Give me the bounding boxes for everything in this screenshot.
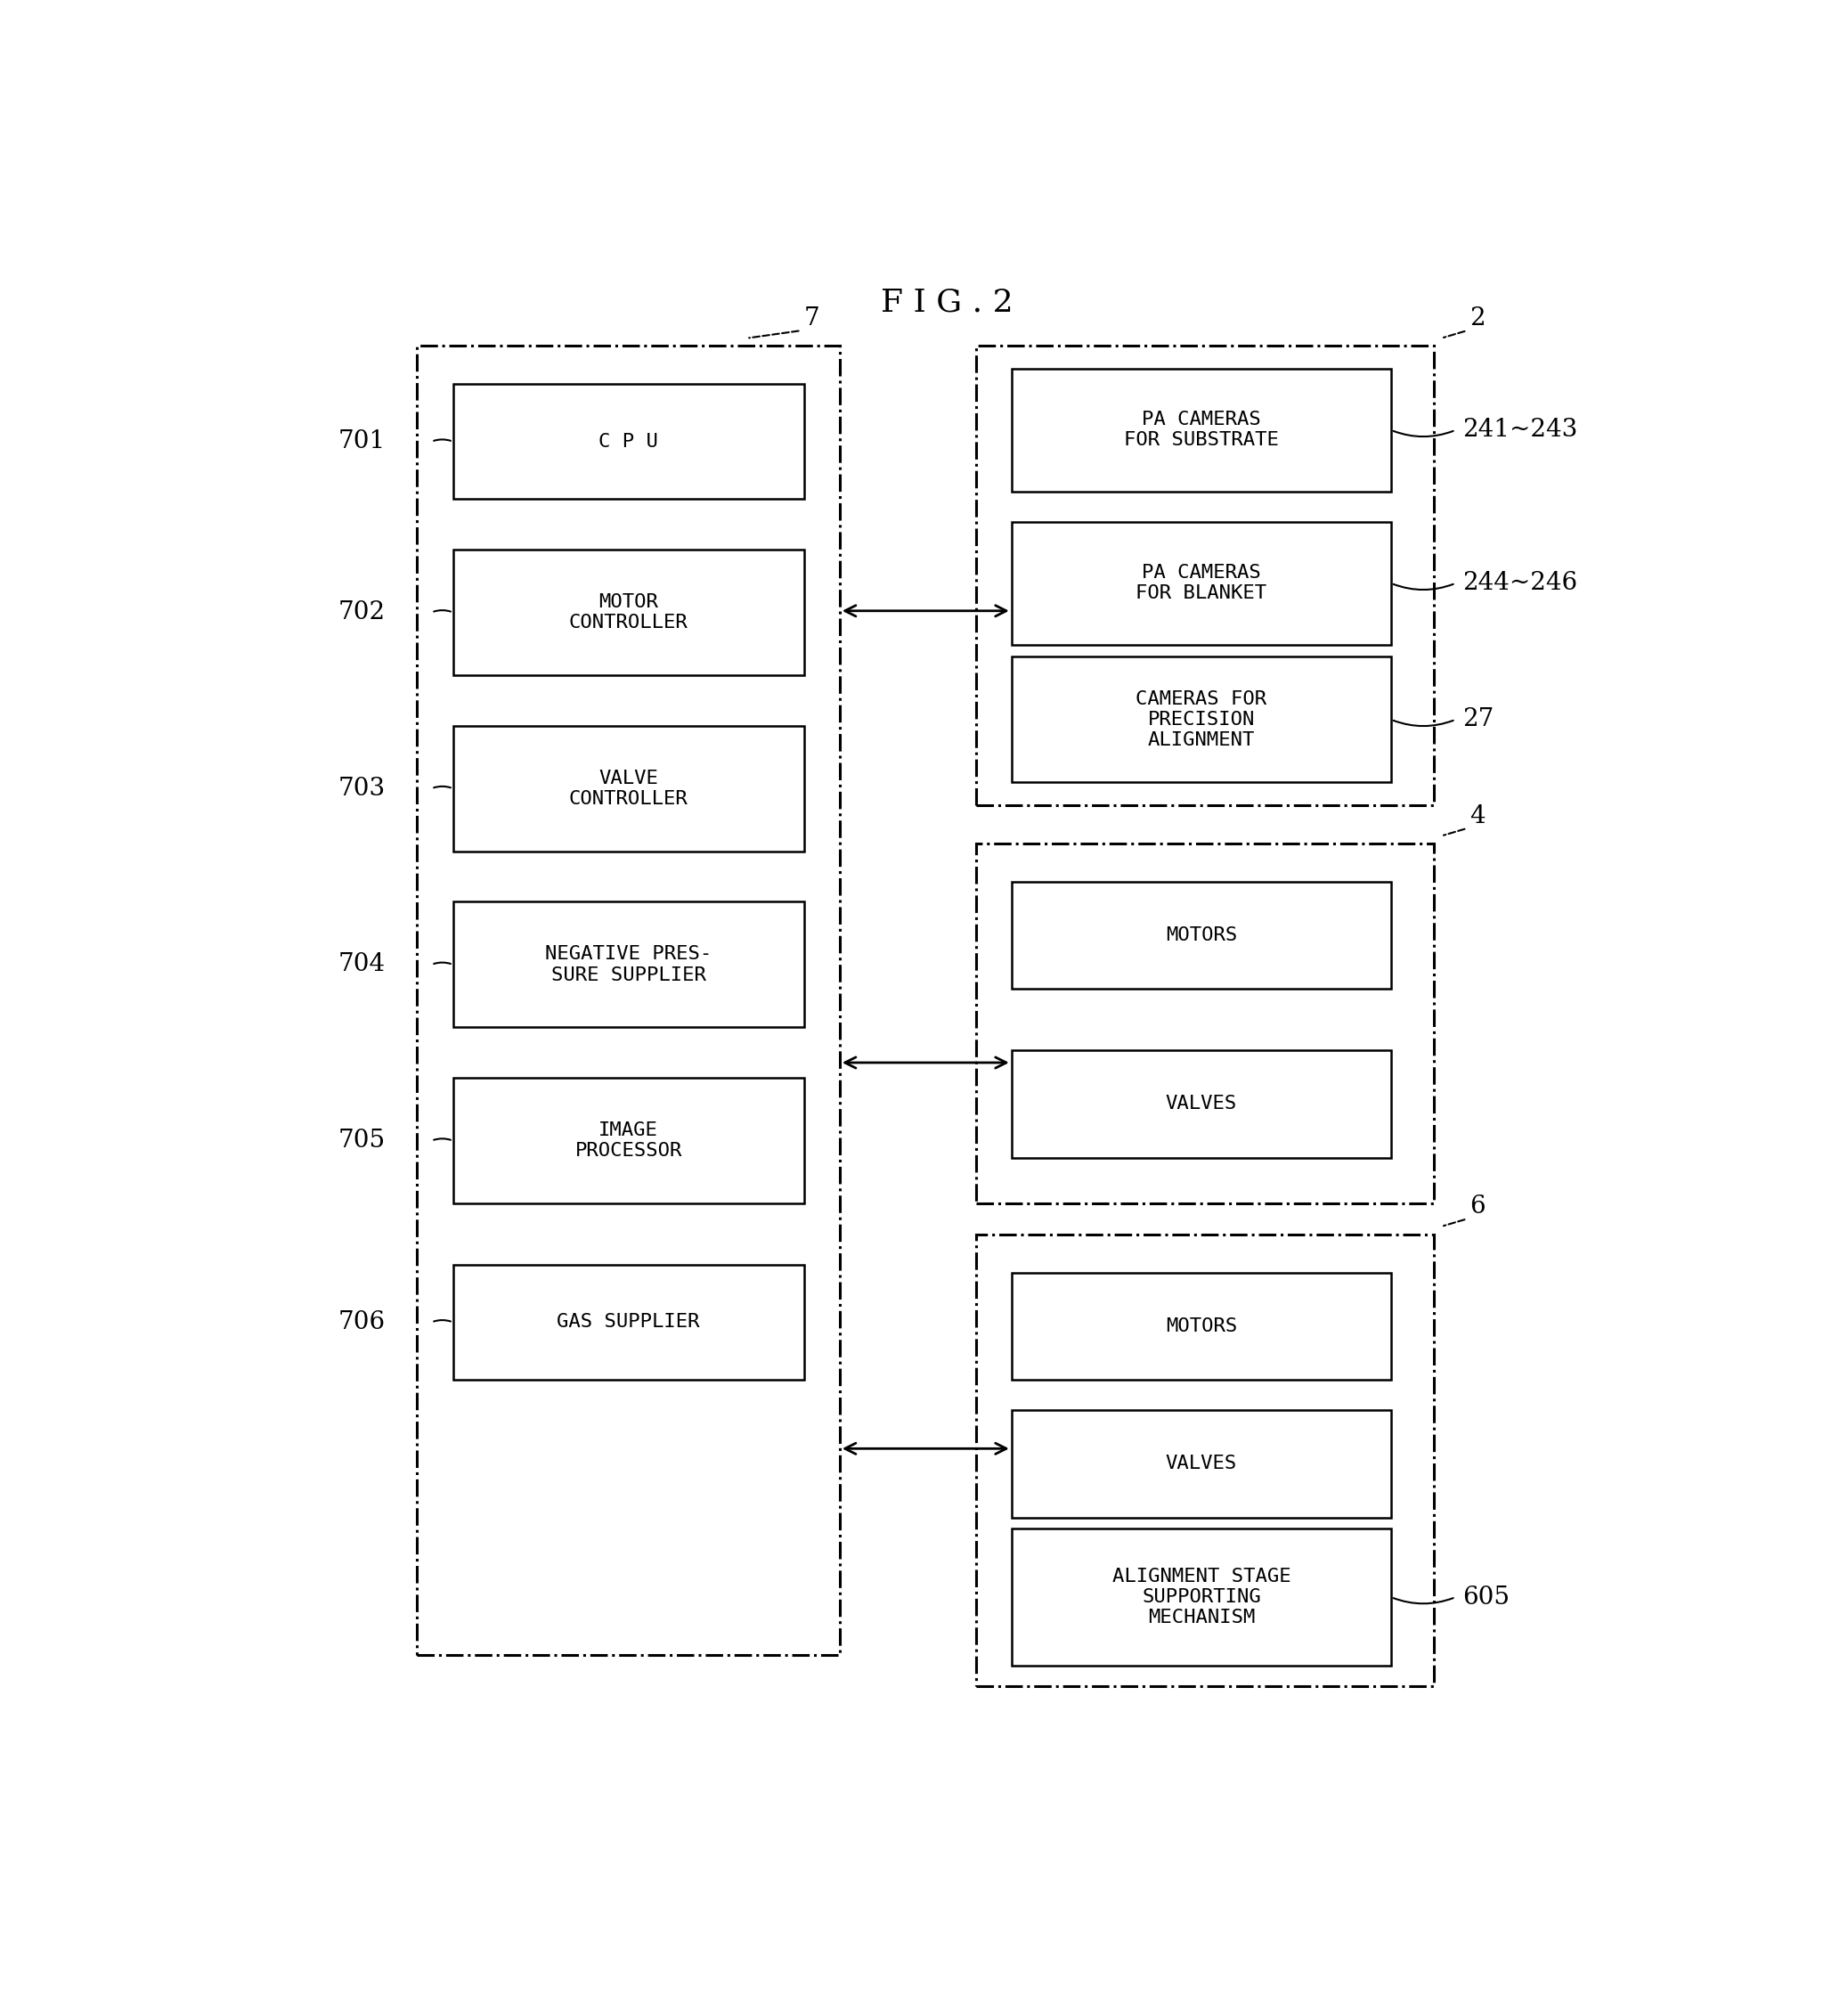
Bar xyxy=(453,384,804,499)
Text: 2: 2 xyxy=(1469,306,1486,330)
Text: 605: 605 xyxy=(1464,1585,1510,1609)
Text: PA CAMERAS
FOR BLANKET: PA CAMERAS FOR BLANKET xyxy=(1137,565,1268,603)
Text: F I G . 2: F I G . 2 xyxy=(881,288,1013,318)
Bar xyxy=(976,843,1434,1203)
Bar xyxy=(453,1078,804,1203)
Bar xyxy=(976,346,1434,806)
Bar xyxy=(1011,1410,1392,1518)
Text: 706: 706 xyxy=(338,1311,386,1335)
Text: VALVES: VALVES xyxy=(1166,1456,1236,1472)
Text: NEGATIVE PRES-
SURE SUPPLIER: NEGATIVE PRES- SURE SUPPLIER xyxy=(545,945,711,985)
Text: C P U: C P U xyxy=(599,434,658,452)
Text: 6: 6 xyxy=(1469,1195,1486,1219)
Text: 241~243: 241~243 xyxy=(1464,418,1578,442)
Text: 701: 701 xyxy=(338,430,386,453)
Text: 702: 702 xyxy=(338,601,386,625)
Bar xyxy=(1011,368,1392,491)
Bar xyxy=(453,1265,804,1380)
Text: ALIGNMENT STAGE
SUPPORTING
MECHANISM: ALIGNMENT STAGE SUPPORTING MECHANISM xyxy=(1112,1567,1290,1627)
Bar xyxy=(418,346,839,1655)
Bar xyxy=(1011,1273,1392,1380)
Text: 244~246: 244~246 xyxy=(1464,571,1578,595)
Bar xyxy=(1011,521,1392,644)
Text: GAS SUPPLIER: GAS SUPPLIER xyxy=(556,1313,700,1331)
Text: PA CAMERAS
FOR SUBSTRATE: PA CAMERAS FOR SUBSTRATE xyxy=(1124,412,1279,450)
Text: 703: 703 xyxy=(338,776,386,800)
Bar xyxy=(976,1233,1434,1687)
Text: 705: 705 xyxy=(338,1128,386,1154)
Bar xyxy=(1011,1528,1392,1667)
Text: 4: 4 xyxy=(1469,804,1486,827)
Text: 704: 704 xyxy=(338,953,386,977)
Bar xyxy=(1011,881,1392,989)
Text: CAMERAS FOR
PRECISION
ALIGNMENT: CAMERAS FOR PRECISION ALIGNMENT xyxy=(1137,690,1268,750)
Text: VALVES: VALVES xyxy=(1166,1096,1236,1114)
Bar xyxy=(453,726,804,851)
Text: MOTORS: MOTORS xyxy=(1166,1317,1236,1335)
Bar xyxy=(1011,1050,1392,1158)
Bar xyxy=(453,549,804,674)
Text: 7: 7 xyxy=(804,306,821,330)
Bar xyxy=(453,901,804,1028)
Text: MOTORS: MOTORS xyxy=(1166,927,1236,945)
Text: 27: 27 xyxy=(1464,708,1495,732)
Text: VALVE
CONTROLLER: VALVE CONTROLLER xyxy=(569,770,687,808)
Bar xyxy=(1011,656,1392,782)
Text: IMAGE
PROCESSOR: IMAGE PROCESSOR xyxy=(575,1122,682,1160)
Text: MOTOR
CONTROLLER: MOTOR CONTROLLER xyxy=(569,593,687,633)
